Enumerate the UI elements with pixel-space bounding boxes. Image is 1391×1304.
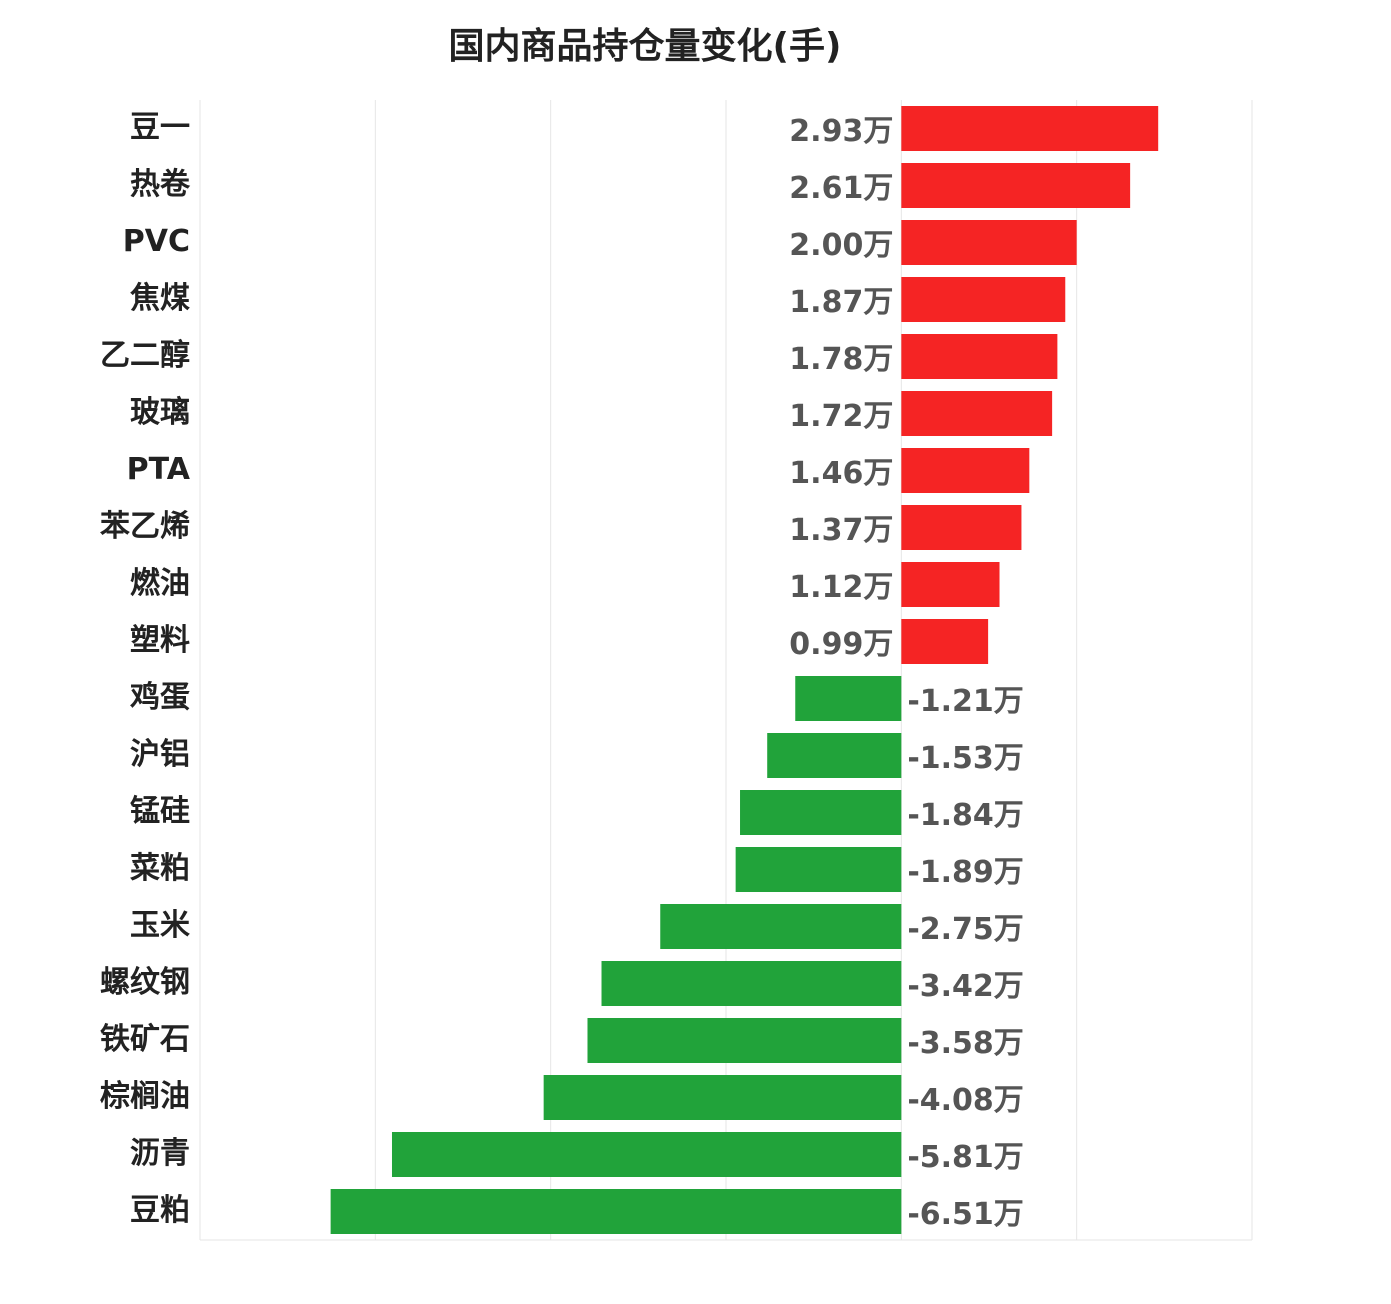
y-tick-label: 鸡蛋 (130, 680, 190, 715)
y-tick-label: 玻璃 (130, 395, 190, 430)
bar (901, 220, 1077, 265)
value-label: 0.99万 (789, 627, 893, 662)
value-label: 2.00万 (789, 228, 893, 263)
y-tick-label: 螺纹钢 (100, 965, 190, 1000)
bar (767, 733, 902, 778)
value-label: 2.61万 (789, 171, 893, 206)
value-label: 1.72万 (789, 399, 893, 434)
y-tick-label: PVC (123, 224, 190, 259)
value-label: -1.84万 (907, 798, 1023, 833)
value-label: -3.58万 (907, 1026, 1023, 1061)
value-label: -1.53万 (907, 741, 1023, 776)
y-tick-label: 沥青 (130, 1136, 190, 1171)
y-tick-label: 豆粕 (130, 1193, 190, 1228)
y-tick-label: 菜粕 (130, 851, 190, 886)
y-tick-label: 燃油 (130, 566, 190, 601)
bar (901, 277, 1066, 322)
bar (660, 904, 902, 949)
value-label: -4.08万 (907, 1083, 1023, 1118)
bar (740, 790, 902, 835)
y-tick-label: 乙二醇 (100, 338, 190, 373)
value-label: 2.93万 (789, 114, 893, 149)
bar (901, 334, 1058, 379)
bar (901, 505, 1022, 550)
value-label: -3.42万 (907, 969, 1023, 1004)
value-label: -5.81万 (907, 1140, 1023, 1175)
bar (901, 391, 1053, 436)
value-label: -2.75万 (907, 912, 1023, 947)
y-tick-label: 玉米 (130, 908, 190, 943)
bar (795, 676, 902, 721)
bar (601, 961, 902, 1006)
bar (901, 619, 989, 664)
bar (901, 106, 1159, 151)
bar (901, 163, 1131, 208)
bar (735, 847, 902, 892)
y-tick-label: 焦煤 (130, 281, 190, 316)
bar (391, 1132, 902, 1177)
bar (543, 1075, 902, 1120)
value-label: -1.89万 (907, 855, 1023, 890)
bar (901, 562, 1000, 607)
y-tick-label: PTA (127, 452, 191, 487)
bar (587, 1018, 902, 1063)
y-tick-label: 锰硅 (130, 794, 190, 829)
y-tick-label: 豆一 (130, 110, 190, 145)
value-label: 1.87万 (789, 285, 893, 320)
value-label: -1.21万 (907, 684, 1023, 719)
y-tick-label: 铁矿石 (100, 1022, 190, 1057)
bar (330, 1189, 902, 1234)
y-tick-label: 热卷 (130, 167, 191, 202)
value-label: 1.12万 (789, 570, 893, 605)
y-tick-label: 棕榈油 (100, 1079, 190, 1114)
y-tick-label: 塑料 (130, 623, 190, 658)
value-label: 1.78万 (789, 342, 893, 377)
value-label: 1.37万 (789, 513, 893, 548)
value-label: -6.51万 (907, 1197, 1023, 1232)
bar (901, 448, 1030, 493)
y-tick-label: 沪铝 (130, 737, 190, 772)
value-label: 1.46万 (789, 456, 893, 491)
y-tick-label: 苯乙烯 (100, 509, 190, 544)
chart-title: 国内商品持仓量变化(手) (449, 25, 842, 67)
